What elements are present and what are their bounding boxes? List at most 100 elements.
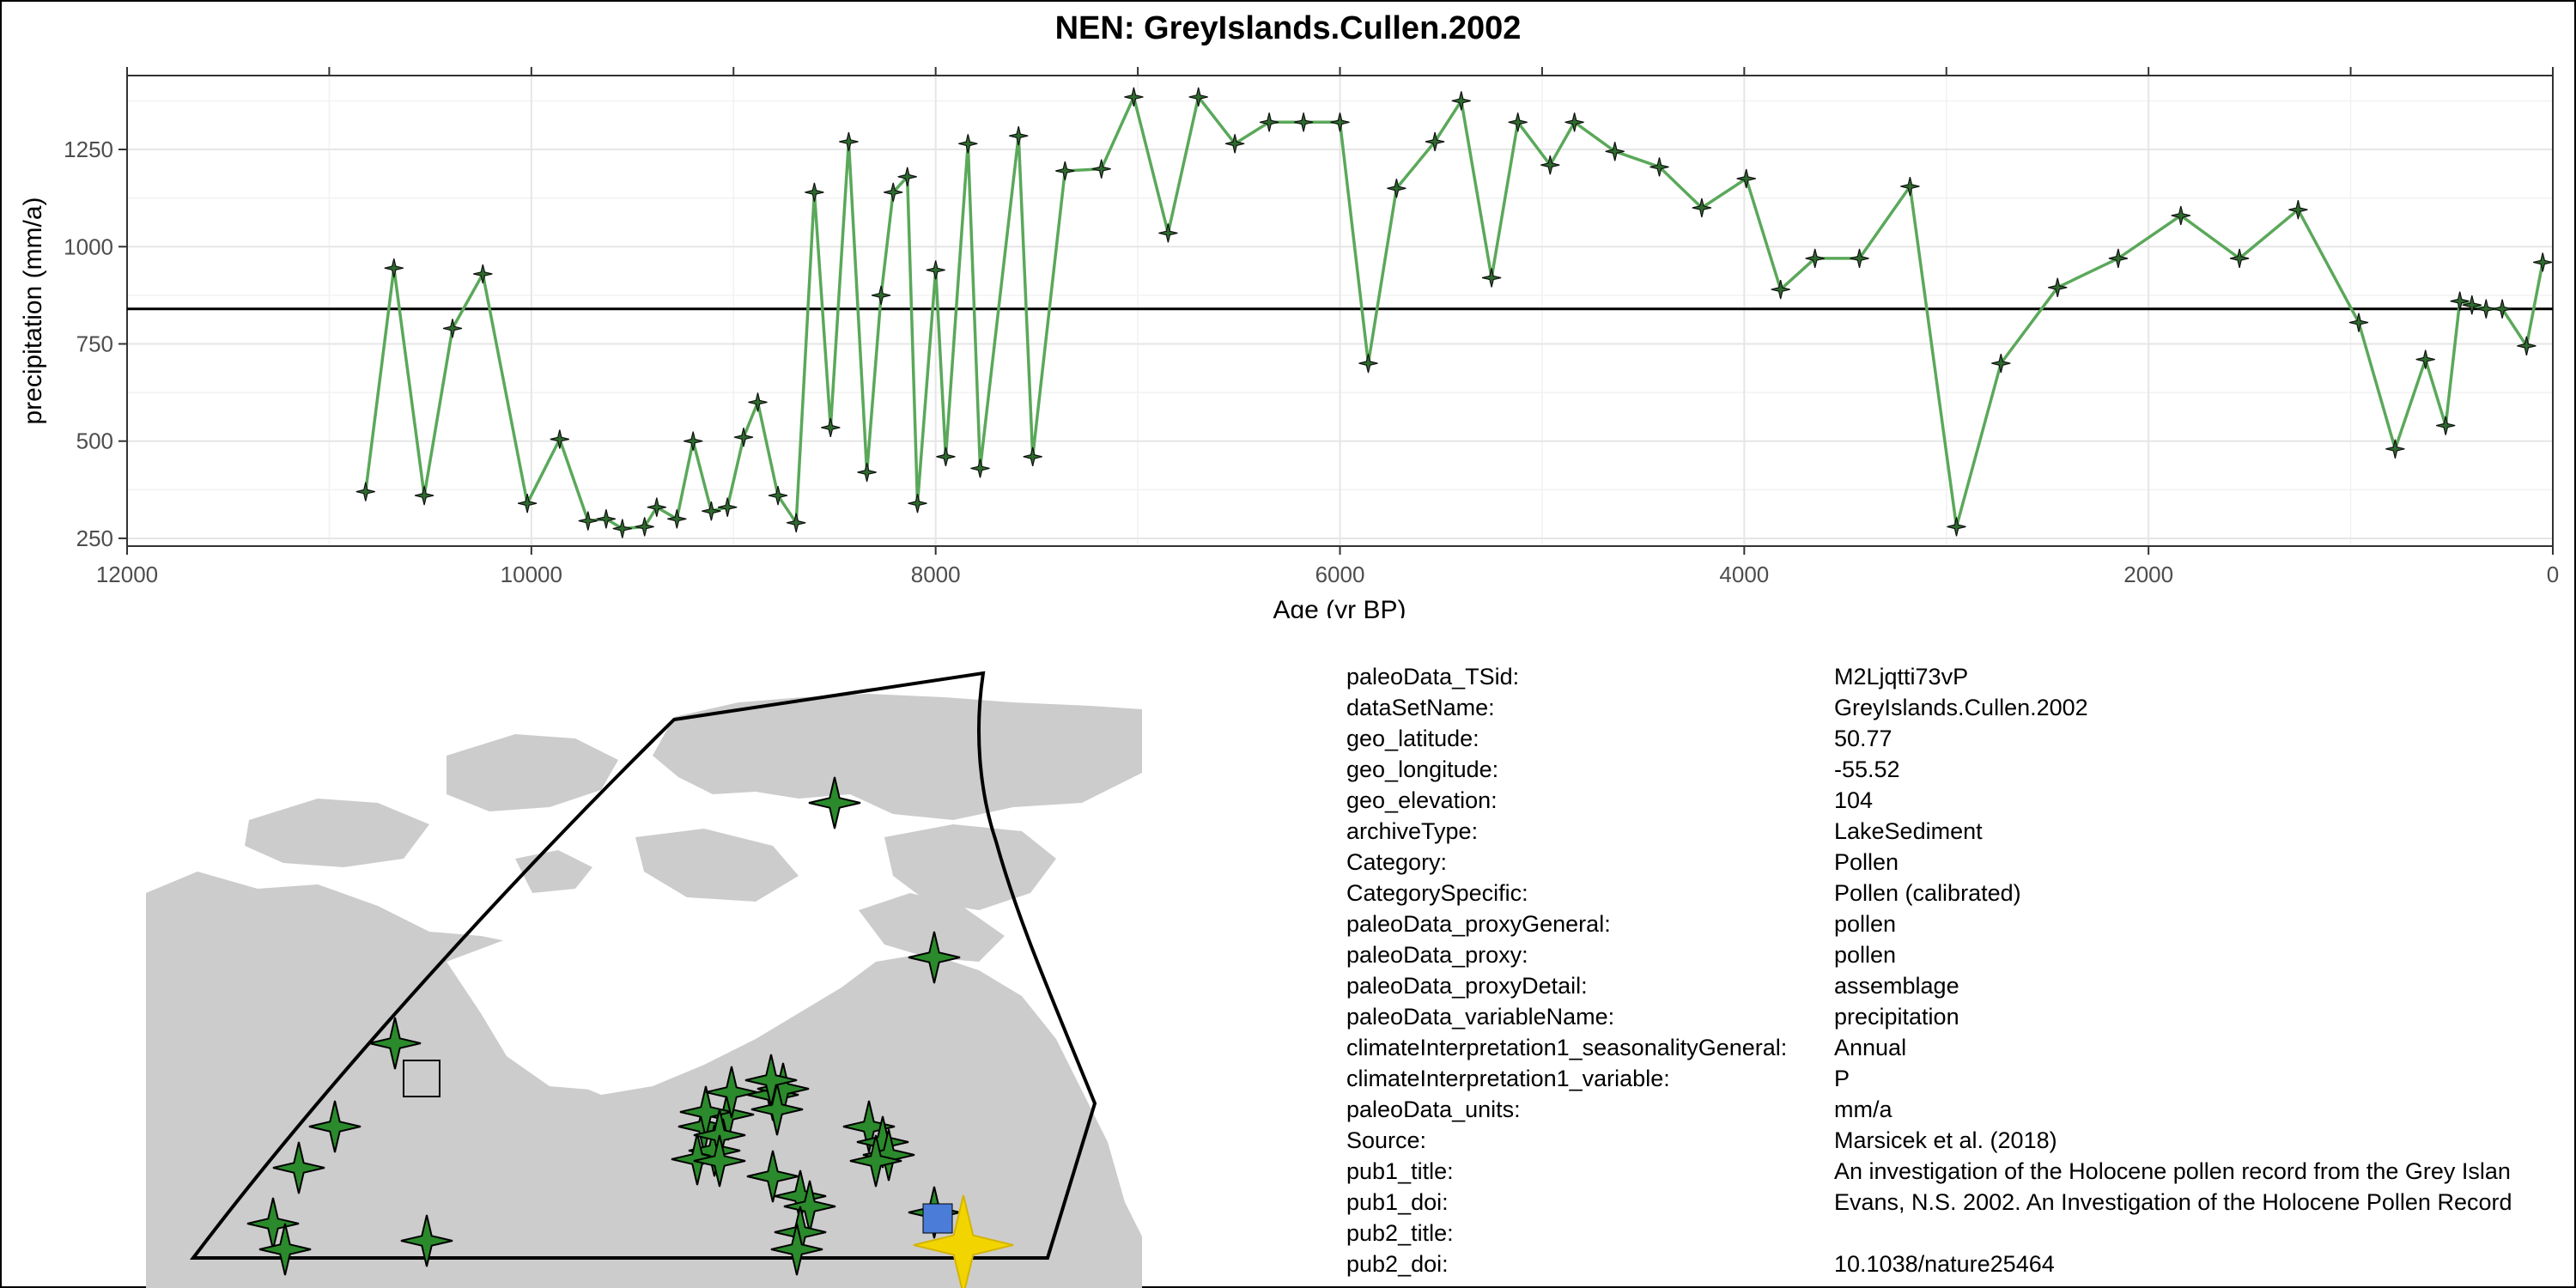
site-marker: [856, 1115, 909, 1169]
metadata-value: assemblage: [1834, 973, 1959, 999]
metadata-value: 10.1038/nature25464: [1834, 1251, 2055, 1277]
metadata-row: geo_latitude: 50.77: [1346, 723, 2574, 754]
metadata-row: pub2_title:: [1346, 1218, 2574, 1249]
reference-square: [403, 1060, 440, 1097]
metadata-value: Pollen (calibrated): [1834, 880, 2021, 906]
data-point: [2436, 416, 2456, 435]
metadata-value: Marsicek et al. (2018): [1834, 1127, 2057, 1153]
metadata-key: paleoData_units:: [1346, 1097, 1521, 1122]
land-island-east: [884, 824, 1056, 910]
data-point: [1425, 131, 1445, 152]
data-point: [473, 264, 493, 284]
metadata-value: mm/a: [1834, 1097, 1893, 1122]
data-point: [647, 497, 666, 517]
metadata-key: pub1_title:: [1346, 1158, 1454, 1184]
y-tick-label: 750: [76, 331, 113, 356]
chart-title: NEN: GreyIslands.Cullen.2002: [1054, 10, 1522, 46]
x-axis-label: Age (yr BP): [1273, 596, 1406, 618]
data-point: [2533, 252, 2553, 272]
study-region-boundary: [189, 671, 1097, 1260]
site-marker: [272, 1141, 325, 1194]
metadata-value: An investigation of the Holocene pollen …: [1834, 1158, 2511, 1184]
metadata-key: paleoData_variableName:: [1346, 1004, 1615, 1030]
x-tick-label: 6000: [1315, 562, 1365, 587]
selected-site-square: [922, 1203, 953, 1234]
selected-site-star: [913, 1194, 1014, 1288]
data-point: [970, 459, 990, 478]
data-point: [936, 447, 956, 466]
site-marker: [849, 1134, 902, 1188]
metadata-value: Annual: [1834, 1035, 1907, 1060]
data-point: [733, 428, 754, 447]
metadata-row: CategorySpecific: Pollen (calibrated): [1346, 878, 2574, 908]
data-point: [2229, 248, 2250, 269]
data-point: [1023, 447, 1042, 466]
land-northern-islands: [653, 694, 1142, 820]
data-point: [1387, 179, 1406, 198]
data-point: [1649, 157, 1669, 177]
data-point: [1850, 248, 1869, 269]
data-point: [1508, 112, 1528, 132]
series-line-precipitation: [364, 92, 2544, 531]
metadata-value: Evans, N.S. 2002. An Investigation of th…: [1834, 1189, 2512, 1215]
data-point: [2048, 277, 2068, 297]
data-point: [748, 392, 768, 412]
data-point: [1158, 223, 1178, 243]
data-point: [1564, 112, 1584, 132]
metadata-row: paleoData_proxyGeneral: pollen: [1346, 908, 2574, 939]
y-tick-label: 250: [76, 526, 113, 551]
precipitation-chart: 12000 10000 8000 6000 4000 2000 0 250 500 750 1000…: [19, 67, 2559, 618]
site-markers: [246, 776, 961, 1276]
metadata-value: P: [1834, 1066, 1850, 1091]
land-labrador: [859, 893, 1005, 962]
data-point: [2108, 248, 2129, 269]
data-point: [414, 485, 434, 506]
data-point: [635, 517, 654, 537]
site-marker: [400, 1214, 453, 1267]
data-point: [805, 182, 824, 203]
data-points: [355, 87, 2553, 538]
data-point: [1736, 168, 1756, 189]
data-point: [958, 134, 978, 154]
data-point: [1259, 112, 1279, 132]
metadata-row: pub2_doi: 10.1038/nature25464: [1346, 1249, 2574, 1279]
data-point: [596, 509, 617, 529]
site-marker: [368, 1017, 422, 1070]
data-point: [1540, 155, 1560, 175]
data-point: [1009, 126, 1029, 146]
metadata-value: Pollen: [1834, 849, 1899, 875]
metadata-key: climateInterpretation1_variable:: [1346, 1066, 1670, 1091]
metadata-value: -55.52: [1834, 756, 1900, 782]
data-point: [871, 285, 891, 306]
data-point: [787, 513, 806, 532]
data-point: [2288, 200, 2308, 220]
data-point: [1293, 112, 1314, 132]
metadata-row: paleoData_variableName: precipitation: [1346, 1001, 2574, 1032]
data-point: [839, 131, 859, 152]
data-point: [1358, 353, 1378, 374]
data-point: [2462, 295, 2482, 315]
x-tick-label: 12000: [96, 562, 158, 587]
data-point: [683, 431, 703, 451]
metadata-key: Category:: [1346, 849, 1448, 875]
data-point: [908, 494, 927, 513]
data-point: [2476, 299, 2496, 319]
data-point: [718, 497, 738, 517]
site-marker: [808, 776, 861, 829]
site-marker: [693, 1134, 746, 1188]
site-marker: [744, 1054, 798, 1107]
metadata-key: dataSetName:: [1346, 695, 1495, 720]
data-point: [2517, 336, 2537, 355]
data-point: [821, 417, 841, 438]
y-tick-label: 1250: [64, 137, 113, 162]
data-point: [1900, 176, 1920, 197]
site-marker: [770, 1223, 823, 1276]
metadata-key: paleoData_proxyDetail:: [1346, 973, 1588, 999]
data-point: [550, 429, 569, 449]
data-point: [2492, 299, 2512, 319]
metadata-value: M2Ljqtti73vP: [1834, 664, 1969, 690]
site-marker: [908, 931, 961, 984]
data-point: [884, 182, 903, 203]
data-point: [1771, 279, 1790, 300]
site-marker: [746, 1150, 799, 1203]
